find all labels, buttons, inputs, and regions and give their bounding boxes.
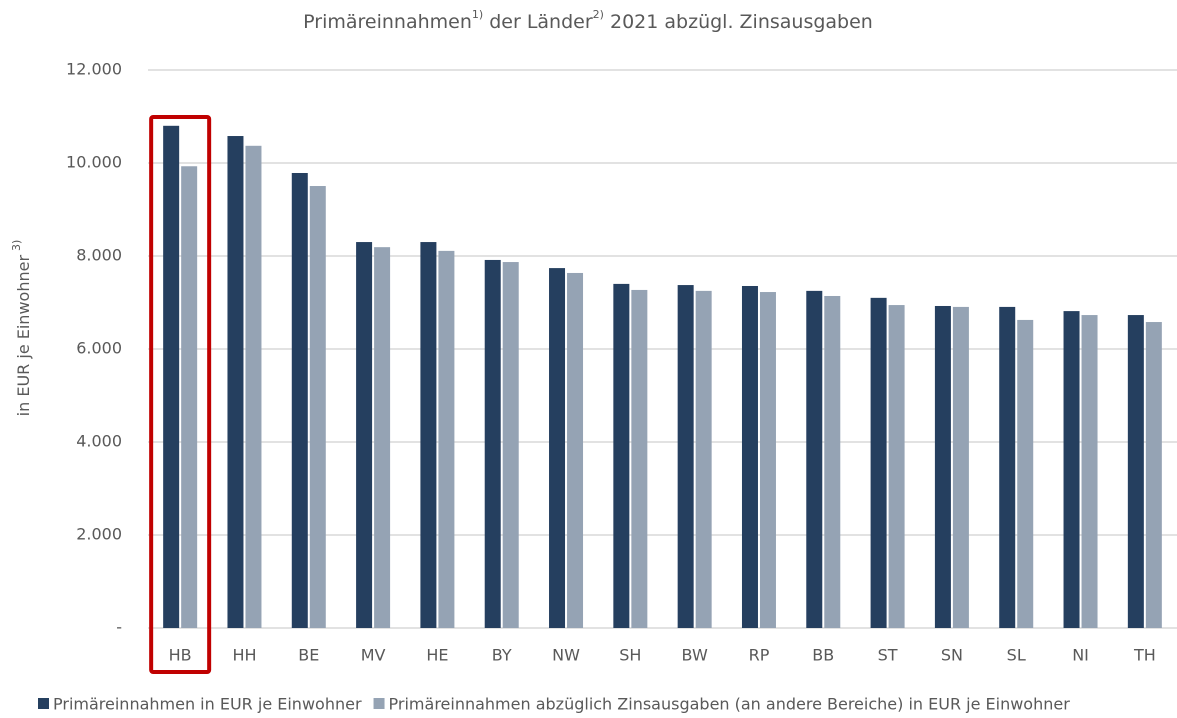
bar: [309, 186, 326, 628]
title-part: der Länder: [483, 11, 593, 33]
bar: [806, 290, 823, 628]
x-tick-label: ST: [878, 646, 898, 665]
highlight-frame: [149, 115, 212, 674]
y-tick-label: 10.000: [66, 153, 122, 172]
x-tick-label: SN: [941, 646, 963, 665]
bar: [631, 289, 648, 628]
bar: [245, 145, 262, 629]
bar: [613, 283, 630, 628]
bar: [291, 172, 308, 628]
chart-title: Primäreinnahmen1) der Länder2) 2021 abzü…: [303, 8, 873, 33]
x-tick-label: MV: [361, 646, 386, 665]
bar: [1145, 322, 1162, 628]
bar: [1127, 315, 1144, 628]
y-tick-label: -: [116, 618, 122, 637]
y-tick-label: 4.000: [76, 432, 122, 451]
bar: [356, 242, 373, 629]
y-tick-label: 6.000: [76, 339, 122, 358]
bar: [502, 262, 519, 628]
y-axis-label: in EUR je Einwohner 3): [10, 240, 33, 417]
bar: [759, 292, 776, 628]
bar: [567, 272, 584, 628]
x-tick-label: TH: [1133, 646, 1156, 665]
legend-label: Primäreinnahmen in EUR je Einwohner: [53, 695, 362, 714]
y-label-sup: 3): [10, 240, 23, 251]
bar: [227, 136, 244, 628]
bar: [870, 297, 887, 628]
bar: [484, 259, 501, 628]
bar: [952, 306, 969, 628]
x-tick-label: NW: [552, 646, 580, 665]
title-part: Primäreinnahmen: [303, 11, 472, 33]
bar: [824, 295, 841, 628]
title-sup: 1): [472, 8, 483, 21]
x-tick-label: HE: [426, 646, 448, 665]
x-tick-label: RP: [749, 646, 770, 665]
bar: [420, 242, 437, 629]
bar: [163, 125, 180, 629]
x-tick-label: BB: [812, 646, 834, 665]
title-part: 2021 abzügl. Zinsausgaben: [604, 11, 873, 33]
y-tick-label: 2.000: [76, 525, 122, 544]
legend-label: Primäreinnahmen abzüglich Zinsausgaben (…: [389, 695, 1071, 714]
bar: [549, 268, 566, 628]
bar: [999, 306, 1016, 628]
bar: [181, 166, 198, 628]
title-sup: 2): [593, 8, 604, 21]
x-tick-label: HB: [169, 646, 192, 665]
bar: [374, 247, 391, 629]
y-label-part: in EUR je Einwohner: [14, 255, 33, 417]
bar: [1017, 319, 1034, 628]
bar: [888, 305, 905, 628]
bar: [934, 305, 951, 628]
y-tick-label: 12.000: [66, 60, 122, 79]
x-tick-label: BW: [682, 646, 708, 665]
bar: [438, 250, 455, 628]
bar: [1063, 311, 1080, 628]
y-tick-label: 8.000: [76, 246, 122, 265]
x-tick-label: HH: [232, 646, 256, 665]
x-tick-label: SL: [1007, 646, 1026, 665]
legend-swatch: [38, 698, 49, 709]
bar: [695, 290, 712, 628]
x-tick-label: NI: [1072, 646, 1089, 665]
x-tick-label: BE: [298, 646, 319, 665]
bar: [1081, 315, 1098, 628]
bar: [677, 285, 694, 628]
x-tick-label: SH: [619, 646, 641, 665]
x-tick-label: BY: [492, 646, 512, 665]
legend-swatch: [373, 698, 385, 709]
bar: [741, 285, 758, 628]
